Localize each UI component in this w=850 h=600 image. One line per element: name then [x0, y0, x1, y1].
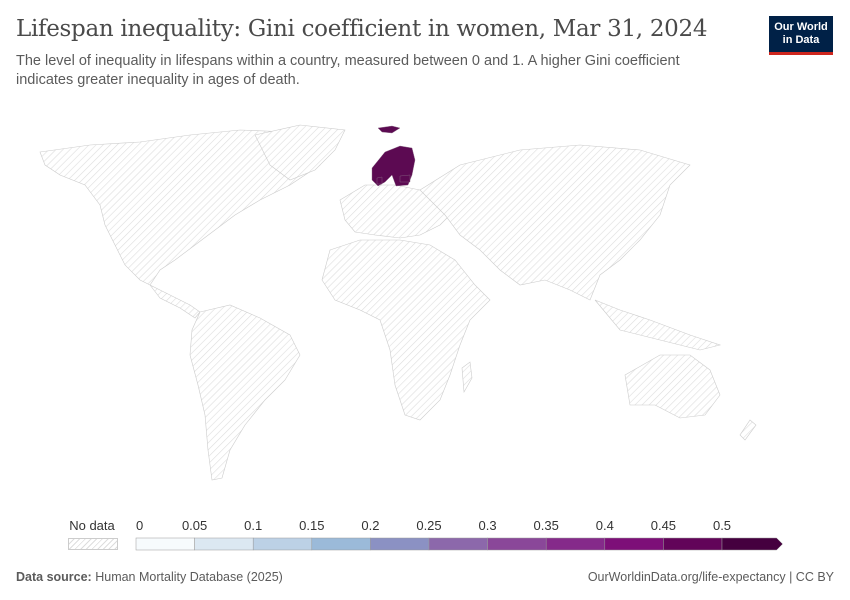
owid-logo[interactable]: Our World in Data	[769, 16, 833, 55]
southeast-asia[interactable]	[594, 299, 722, 351]
legend-color-bar	[135, 537, 783, 551]
region-svalbard[interactable]	[377, 125, 401, 134]
region-estonia[interactable]	[399, 174, 411, 183]
logo-line-1: Our World	[774, 21, 828, 33]
legend-bin[interactable]	[135, 537, 195, 551]
new-zealand[interactable]	[739, 419, 757, 441]
footer-source: Data source: Human Mortality Database (2…	[16, 570, 283, 584]
legend-tick-label: 0.45	[650, 518, 677, 533]
legend-tick-label: 0.4	[595, 518, 614, 533]
legend-bin[interactable]	[311, 537, 371, 551]
region-denmark[interactable]	[376, 176, 383, 185]
source-text[interactable]: Human Mortality Database (2025)	[95, 570, 283, 584]
legend-bin[interactable]	[252, 537, 313, 551]
legend-no-data-label: No data	[69, 518, 115, 533]
legend-tick-label: 0.5	[712, 518, 732, 533]
legend-no-data-swatch[interactable]	[68, 538, 118, 550]
legend-tick-label: 0.1	[244, 518, 263, 533]
source-label: Data source:	[16, 570, 92, 584]
legend-bin[interactable]	[663, 537, 723, 551]
europe[interactable]	[339, 184, 456, 239]
legend-tick-label: 0.3	[478, 518, 497, 533]
legend-tick-label: 0.15	[299, 518, 325, 533]
legend-tick-label: 0.35	[533, 518, 559, 533]
legend-bin[interactable]	[545, 537, 606, 551]
legend-tick-label: 0	[136, 518, 144, 533]
legend-bin[interactable]	[428, 537, 488, 551]
greenland[interactable]	[254, 124, 346, 181]
chart-subtitle: The level of inequality in lifespans wit…	[16, 53, 680, 88]
madagascar[interactable]	[461, 361, 473, 393]
world-map[interactable]	[0, 115, 850, 515]
africa[interactable]	[321, 239, 491, 421]
legend-tick-label: 0.25	[416, 518, 442, 533]
legend-bin[interactable]	[370, 537, 430, 551]
legend-bin[interactable]	[487, 537, 547, 551]
legend-bin[interactable]	[194, 537, 254, 551]
footer-link[interactable]: OurWorldinData.org/life-expectancy | CC …	[587, 570, 834, 584]
central-america[interactable]	[149, 284, 201, 319]
chart-title: Lifespan inequality: Gini coefficient in…	[16, 16, 708, 42]
australia[interactable]	[624, 354, 721, 419]
legend-tick-label: 0.05	[181, 518, 208, 533]
legend-bin[interactable]	[721, 537, 783, 551]
north-america[interactable]	[39, 129, 331, 286]
asia[interactable]	[419, 144, 691, 301]
color-legend: No data 0 0.05 0.1 0.15 0.2 0.25 0.3 0.35 0.4 0.4…	[0, 510, 850, 555]
legend-tick-label: 0.2	[361, 518, 380, 533]
logo-line-2: in Data	[782, 34, 820, 46]
south-america[interactable]	[189, 304, 301, 481]
legend-bin[interactable]	[604, 537, 664, 551]
